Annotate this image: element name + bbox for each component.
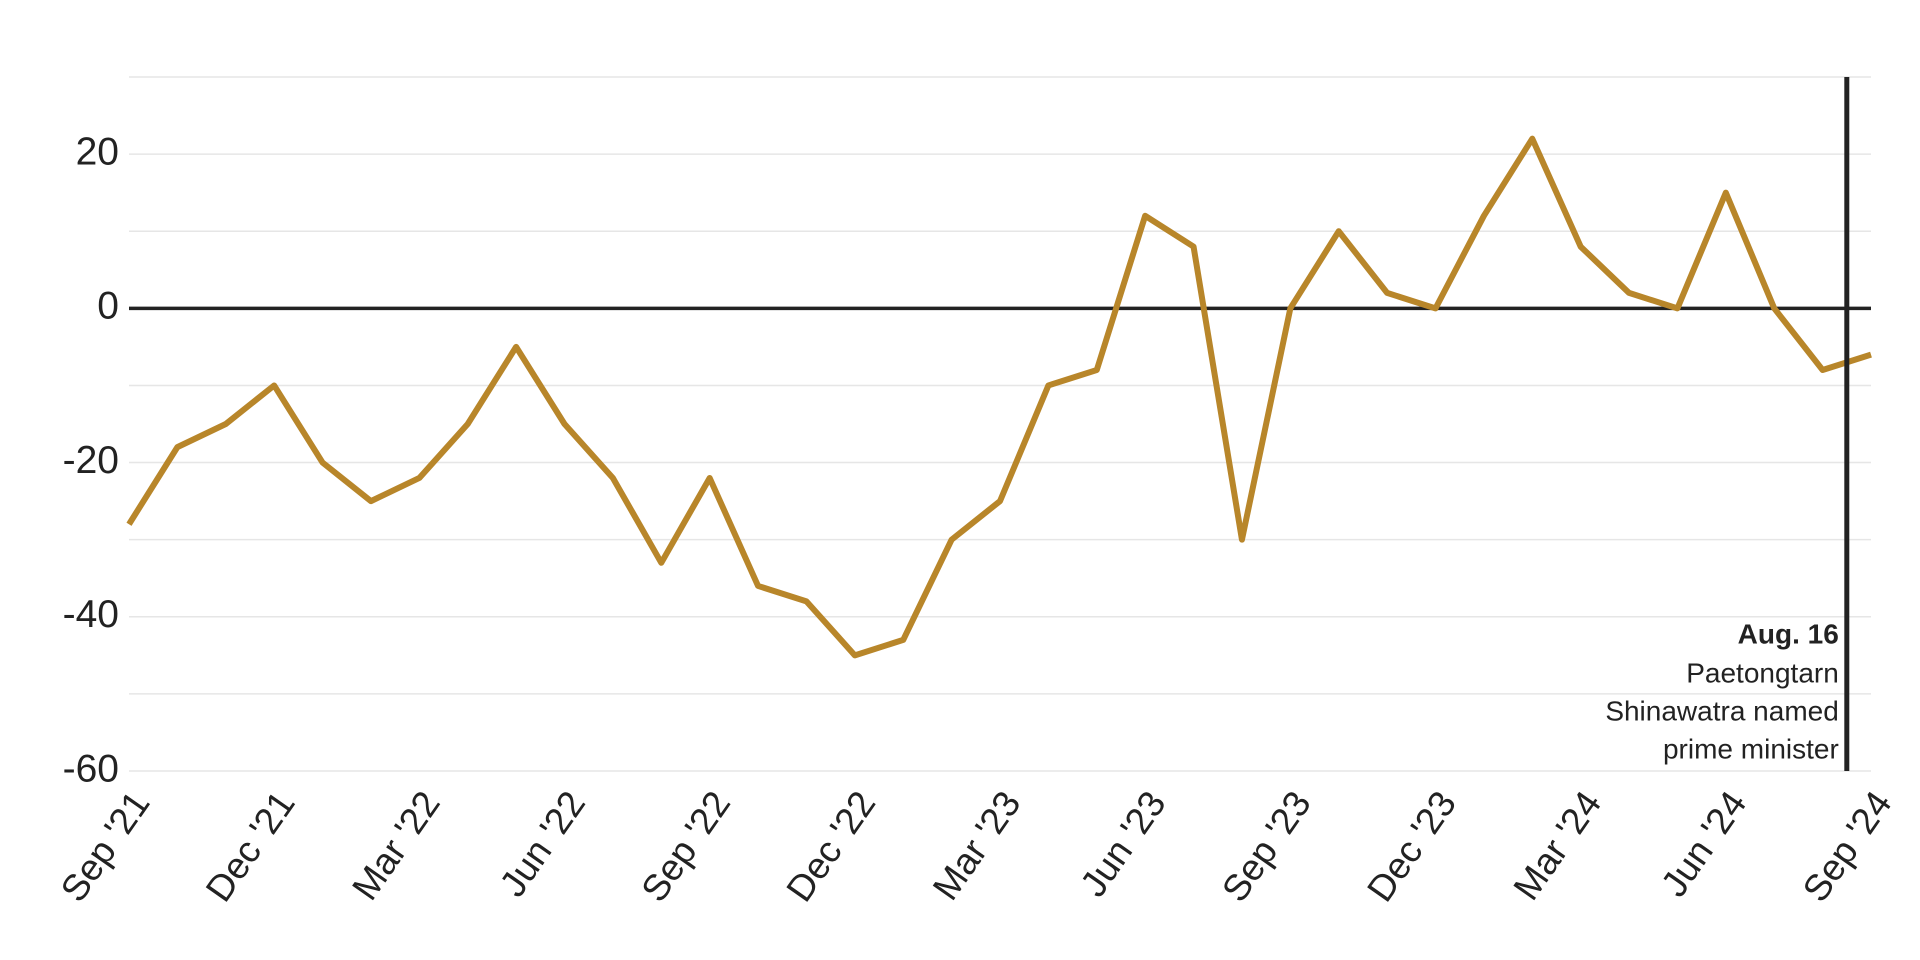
x-tick-label: Dec '22 <box>779 784 884 909</box>
x-tick-label: Jun '22 <box>492 784 593 904</box>
x-tick-label: Mar '24 <box>1506 784 1610 908</box>
x-tick-label: Sep '22 <box>633 784 738 909</box>
y-tick-label: -20 <box>63 439 119 482</box>
annotation-text: prime minister <box>1663 733 1839 764</box>
x-tick-label: Sep '21 <box>53 784 158 909</box>
y-tick-label: -40 <box>63 593 119 636</box>
x-tick-label: Mar '22 <box>344 784 448 908</box>
x-tick-label: Mar '23 <box>925 784 1029 908</box>
y-tick-label: -60 <box>63 747 119 790</box>
x-tick-label: Dec '21 <box>198 784 303 909</box>
y-tick-label: 0 <box>97 285 119 328</box>
annotation-text: Paetongtarn <box>1686 657 1839 688</box>
x-tick-label: Sep '23 <box>1214 784 1319 909</box>
y-tick-label: 20 <box>76 130 119 173</box>
annotation-title: Aug. 16 <box>1738 618 1839 649</box>
x-tick-label: Dec '23 <box>1359 784 1464 909</box>
data-line <box>126 135 1872 659</box>
x-tick-label: Sep '24 <box>1795 784 1900 909</box>
x-tick-label: Jun '24 <box>1653 784 1754 904</box>
annotation-text: Shinawatra named <box>1605 695 1838 726</box>
x-tick-label: Jun '23 <box>1072 784 1173 904</box>
